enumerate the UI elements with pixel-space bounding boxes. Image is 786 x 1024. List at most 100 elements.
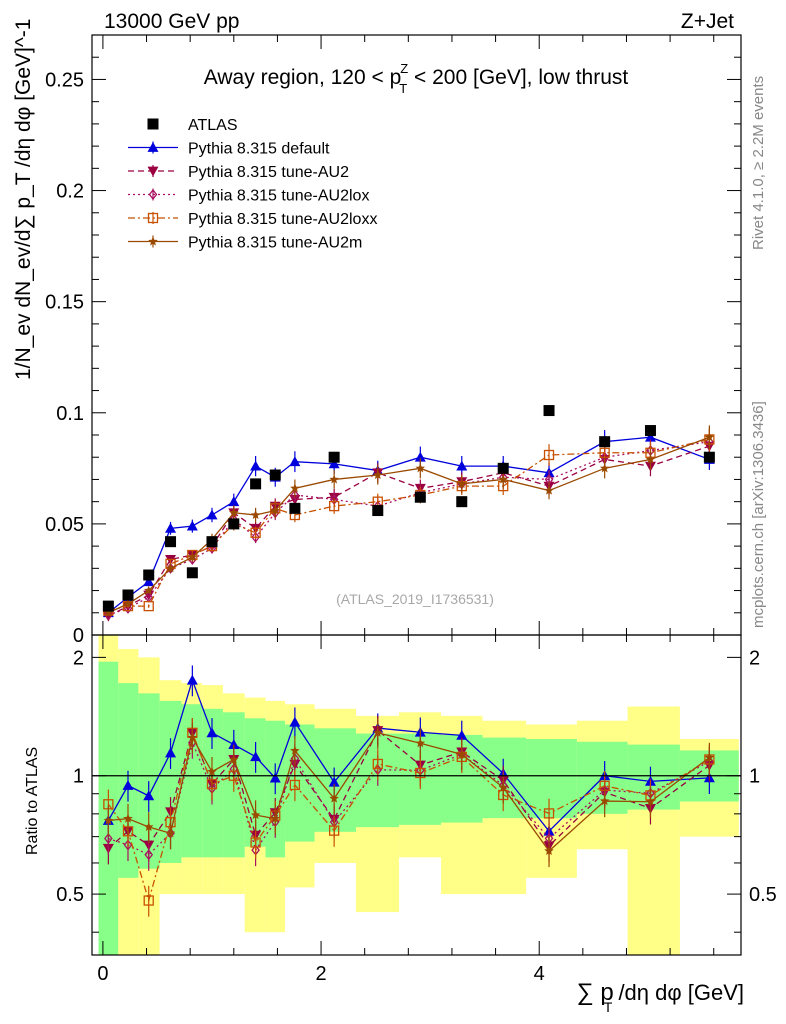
legend-marker-default: [147, 142, 159, 152]
ratio-point-au2lox: [144, 849, 154, 861]
ratio-point-au2m: [144, 822, 154, 831]
point-au2lox: [290, 489, 300, 501]
point-default: [644, 431, 656, 442]
ratio-point-au2loxx: [143, 895, 154, 906]
point-au2loxx: [543, 449, 555, 461]
legend-marker-au2loxx: [147, 212, 159, 224]
point-au2m: [144, 585, 154, 595]
legend-label-au2: Pythia 8.315 tune-AU2: [188, 164, 349, 181]
point-atlas: [456, 496, 468, 508]
point-default: [289, 456, 301, 467]
ratio-y-tick-label: 1: [73, 766, 84, 788]
legend-label-au2loxx: Pythia 8.315 tune-AU2loxx: [188, 211, 377, 228]
analysis-watermark: (ATLAS_2019_I1736531): [336, 591, 494, 607]
legend-marker-au2m: [148, 236, 158, 246]
point-atlas: [206, 536, 218, 548]
point-au2m: [645, 454, 656, 464]
title-sup: Z: [400, 61, 408, 76]
legend-marker-atlas: [147, 118, 159, 130]
ratio-point-au2m: [103, 815, 114, 825]
title-sub: T: [399, 81, 407, 96]
point-atlas: [122, 589, 134, 601]
ratio-point-default: [186, 674, 198, 685]
point-atlas: [543, 405, 555, 417]
y-label-full: 1/N_ev dN_ev/d∑ p_T /dη dφ [GeV]^-1: [12, 19, 35, 380]
point-default: [206, 509, 218, 520]
ratio-point-default: [289, 716, 301, 727]
ratio-plot-frame: [91, 634, 742, 956]
ratio-point-au2m: [645, 796, 656, 806]
ratio-point-au2m: [165, 828, 176, 838]
main-panel-series: [102, 405, 715, 622]
plot-title: Away region, 120 < pTZ < 200 [GeV], low …: [204, 61, 629, 96]
point-au2loxx: [250, 527, 261, 538]
x-tick-label: 0: [97, 963, 108, 985]
x-label-suffix: /dη dφ [GeV]: [612, 980, 744, 1005]
point-atlas: [186, 567, 198, 579]
point-default: [456, 460, 468, 471]
legend: ATLAS Pythia 8.315 default Pythia 8.315 tu…: [128, 117, 377, 252]
ratio-point-au2m: [373, 727, 383, 737]
mcplots-label: mcplots.cern.ch [arXiv:1306.3436]: [750, 401, 767, 628]
point-default: [250, 460, 262, 471]
point-atlas: [165, 536, 177, 548]
point-au2m: [599, 463, 610, 473]
x-label-sum: ∑ p: [577, 979, 614, 1006]
ratio-y-tick-label: 0.5: [56, 884, 84, 906]
ratio-band-inner-bin: [526, 739, 577, 819]
ratio-point-default: [206, 727, 218, 738]
y-tick-label: 0.25: [45, 69, 84, 91]
ratio-band-inner-bin: [244, 718, 266, 847]
ratio-point-au2m: [457, 749, 467, 759]
point-atlas: [497, 462, 509, 474]
axis-ticks: [92, 34, 741, 955]
point-au2m: [704, 432, 715, 442]
ratio-point-default: [143, 790, 155, 801]
ratio-point-au2loxx: [415, 767, 426, 779]
ratio-band-inner-bin: [159, 700, 182, 863]
ratio-point-default: [165, 747, 177, 758]
y-tick-label: 0.15: [45, 292, 84, 314]
ratio-point-au2lox: [104, 832, 113, 845]
x-tick-label: 2: [315, 963, 326, 985]
point-atlas: [143, 569, 155, 581]
point-au2loxx: [143, 600, 154, 612]
point-au2lox: [251, 531, 260, 543]
process-label: Z+Jet: [681, 10, 734, 33]
ratio-point-default: [456, 729, 468, 740]
ratio-point-au2m: [123, 813, 133, 823]
point-default: [328, 458, 340, 469]
point-default: [165, 522, 177, 533]
ratio-point-default: [328, 776, 340, 787]
rivet-label: Rivet 4.1.0, ≥ 2.2M events: [750, 76, 767, 250]
point-au2loxx: [599, 447, 610, 458]
point-au2m: [415, 463, 426, 473]
ratio-point-default: [122, 779, 134, 790]
ratio-point-au2m: [599, 796, 610, 806]
point-au2m: [498, 474, 508, 484]
series-line-au2lox: [108, 441, 710, 616]
ratio-point-au2loxx: [543, 808, 555, 819]
point-au2m: [187, 552, 198, 562]
point-default: [414, 451, 426, 462]
point-atlas: [250, 478, 262, 490]
ratio-point-au2loxx: [328, 825, 340, 836]
point-au2m: [123, 598, 133, 608]
series-line-default: [107, 436, 710, 614]
point-au2lox: [104, 609, 113, 621]
ratio-point-au2m: [329, 793, 339, 803]
point-au2m: [103, 607, 114, 617]
y-tick-label-zero: 0: [73, 625, 84, 647]
ratio-y-tick-label-right: 1: [749, 766, 760, 788]
ratio-point-au2m: [704, 752, 715, 762]
series-line-au2m: [108, 436, 710, 614]
legend-label-au2lox: Pythia 8.315 tune-AU2lox: [188, 188, 369, 205]
point-atlas: [414, 491, 426, 503]
point-au2m: [229, 507, 239, 517]
ratio-band-inner-bin: [181, 704, 203, 858]
ratio-point-default: [228, 739, 240, 750]
point-atlas: [228, 518, 240, 530]
point-default: [143, 576, 155, 587]
point-au2m: [270, 505, 280, 515]
